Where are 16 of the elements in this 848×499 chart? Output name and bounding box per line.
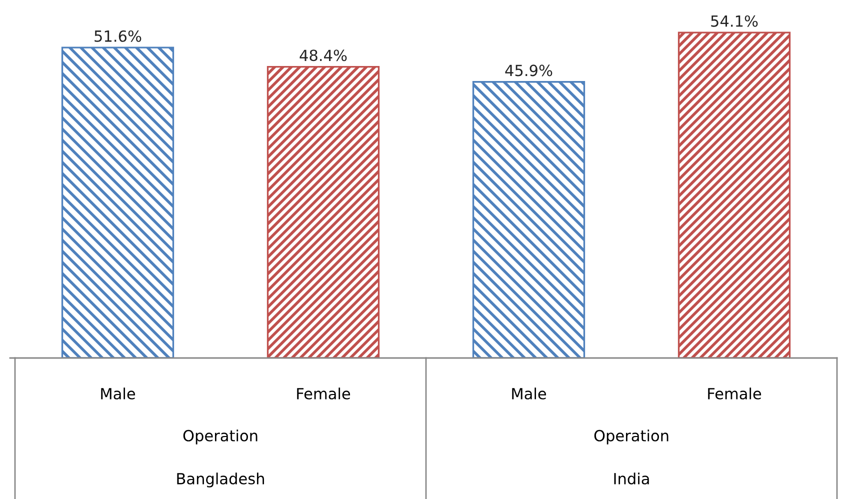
data-label: 51.6%: [94, 30, 142, 42]
x-tick-label: Female: [297, 388, 350, 400]
x-tick-label: Male: [512, 388, 546, 400]
data-label: 48.4%: [300, 50, 347, 62]
data-label: 45.9%: [505, 64, 552, 76]
x-tick-label: Female: [708, 388, 762, 400]
x-tick-label: Male: [101, 388, 136, 400]
text: India: [614, 472, 649, 484]
bar: [472, 81, 586, 358]
bar: [678, 32, 791, 358]
text: Bangladesh: [177, 472, 264, 488]
data-label: 54.1%: [711, 15, 758, 27]
bar: [266, 66, 380, 358]
text: Operation: [183, 430, 258, 444]
text: Operation: [594, 430, 668, 444]
bar: [61, 46, 174, 358]
